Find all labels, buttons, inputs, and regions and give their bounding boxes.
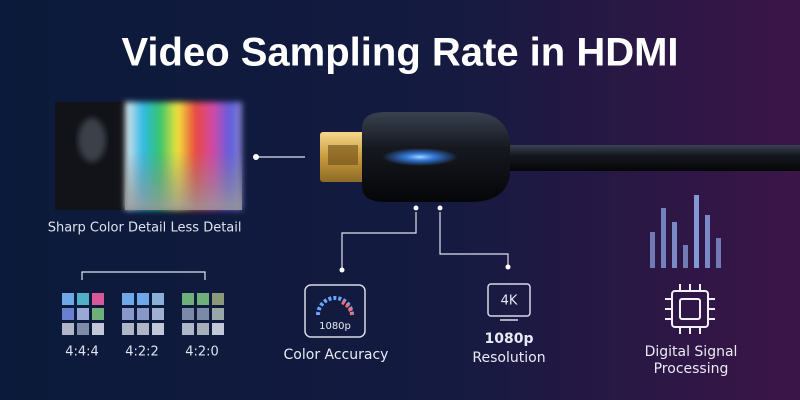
circle xyxy=(505,264,511,270)
signal-bars xyxy=(650,195,721,268)
connectors xyxy=(81,205,511,280)
rect xyxy=(683,245,688,268)
hdmi-cable xyxy=(320,112,800,202)
comparison-image xyxy=(55,102,242,210)
grid-cell xyxy=(152,323,164,335)
icon-text: 4K xyxy=(501,294,518,309)
grid-cell xyxy=(182,293,194,305)
path xyxy=(81,271,206,280)
grid-cell xyxy=(122,293,134,305)
grid-cell xyxy=(212,293,224,305)
circle xyxy=(339,267,345,273)
feature-label: 1080p xyxy=(485,331,534,347)
path xyxy=(341,300,354,316)
grid-cell xyxy=(197,308,209,320)
grid-cell xyxy=(197,323,209,335)
path xyxy=(341,212,417,268)
grid-cell xyxy=(212,308,224,320)
grid-cell xyxy=(92,323,104,335)
dot xyxy=(253,154,259,160)
sampling-label: 4:2:2 xyxy=(125,345,159,360)
detail-fade xyxy=(125,102,242,210)
grid-cell xyxy=(77,308,89,320)
grid-cell xyxy=(137,293,149,305)
grid-cell xyxy=(182,308,194,320)
cable xyxy=(500,145,800,171)
feature-label: Processing xyxy=(654,361,729,377)
grid-cell xyxy=(152,293,164,305)
rect xyxy=(705,215,710,268)
grid-cell xyxy=(137,308,149,320)
path xyxy=(665,284,715,334)
feature-label: Color Accuracy xyxy=(284,347,389,363)
circle xyxy=(413,205,419,211)
rect xyxy=(716,238,721,268)
less-label: Less Detail xyxy=(171,221,242,236)
color-accuracy-icon xyxy=(304,284,366,338)
grid-cell xyxy=(77,323,89,335)
grid-cell xyxy=(122,308,134,320)
grid-cell xyxy=(137,323,149,335)
icon-text: 1080p xyxy=(319,321,351,332)
grid-cell xyxy=(62,323,74,335)
rect xyxy=(672,222,677,268)
led-glow xyxy=(382,148,458,166)
chip-icon xyxy=(665,284,715,334)
rect xyxy=(661,208,666,268)
circle xyxy=(437,205,443,211)
blur-shape xyxy=(78,118,106,162)
rect xyxy=(650,232,655,268)
rect xyxy=(679,298,701,320)
sampling-label: 4:4:4 xyxy=(65,345,99,360)
title: Video Sampling Rate in HDMI xyxy=(121,31,678,75)
tip-slot xyxy=(328,145,358,165)
grid-cell xyxy=(182,323,194,335)
feature-label: Resolution xyxy=(472,350,545,366)
rect xyxy=(304,284,366,338)
grid-cell xyxy=(77,293,89,305)
grid-cell xyxy=(197,293,209,305)
sharp-label: Sharp Color Detail xyxy=(48,221,167,236)
grid-cell xyxy=(122,323,134,335)
resolution-icon xyxy=(487,283,531,321)
feature-label: Digital Signal xyxy=(645,344,738,360)
rect xyxy=(694,195,699,268)
sampling-grids xyxy=(62,293,224,335)
grid-cell xyxy=(152,308,164,320)
rect xyxy=(487,283,531,317)
grid-cell xyxy=(92,293,104,305)
sampling-label: 4:2:0 xyxy=(185,345,219,360)
grid-cell xyxy=(62,293,74,305)
grid-cell xyxy=(212,323,224,335)
grid-cell xyxy=(62,308,74,320)
grid-cell xyxy=(92,308,104,320)
path xyxy=(439,212,509,265)
